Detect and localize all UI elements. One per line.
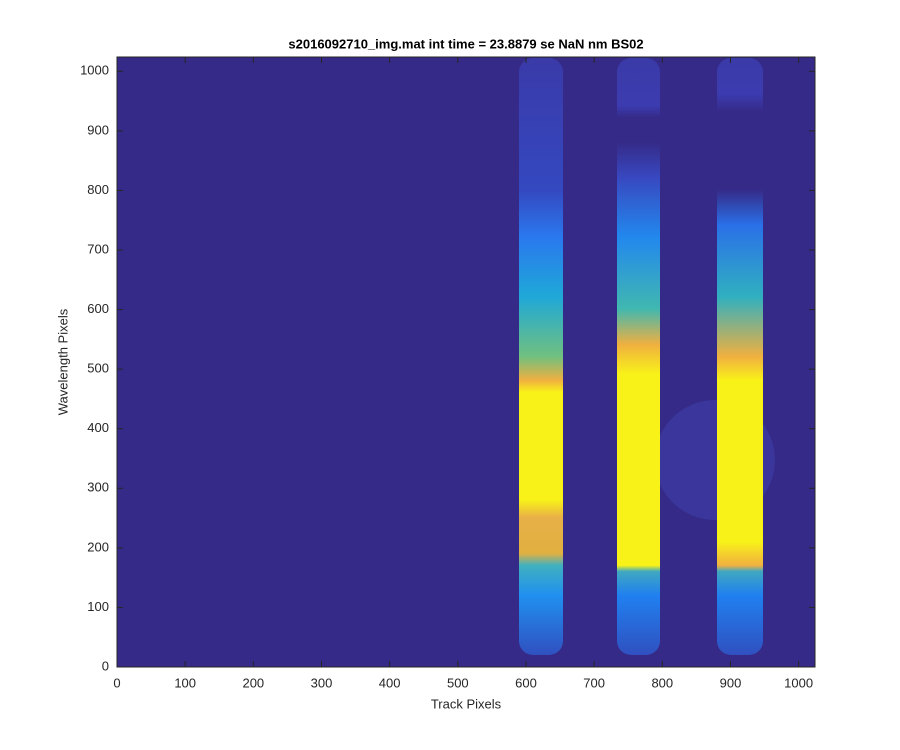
y-tick-label: 300 — [87, 480, 109, 495]
x-tick-label: 1000 — [784, 675, 813, 690]
y-tick-label: 700 — [87, 241, 109, 256]
spectrum-band — [519, 58, 563, 655]
chart-title: s2016092710_img.mat int time = 23.8879 s… — [288, 36, 643, 51]
y-axis-label: Wavelength Pixels — [55, 308, 70, 415]
x-tick-label: 600 — [515, 675, 537, 690]
y-tick-label: 100 — [87, 599, 109, 614]
y-tick-label: 800 — [87, 182, 109, 197]
axes-box — [116, 56, 816, 668]
y-tick-label: 200 — [87, 539, 109, 554]
spectrum-band — [617, 58, 660, 655]
x-tick-label: 900 — [720, 675, 742, 690]
x-tick-label: 800 — [651, 675, 673, 690]
x-tick-label: 700 — [583, 675, 605, 690]
x-tick-label: 500 — [447, 675, 469, 690]
x-tick-label: 300 — [311, 675, 333, 690]
y-tick-label: 1000 — [80, 63, 109, 78]
x-tick-label: 0 — [113, 675, 120, 690]
y-tick-label: 600 — [87, 301, 109, 316]
x-tick-label: 200 — [242, 675, 264, 690]
image-background — [117, 57, 815, 667]
y-tick-label: 500 — [87, 361, 109, 376]
y-tick-label: 900 — [87, 122, 109, 137]
x-tick-label: 100 — [174, 675, 196, 690]
y-tick-label: 0 — [102, 658, 109, 673]
spectrum-band — [717, 58, 763, 655]
x-tick-label: 400 — [379, 675, 401, 690]
y-tick-label: 400 — [87, 420, 109, 435]
x-axis-label: Track Pixels — [431, 696, 502, 711]
